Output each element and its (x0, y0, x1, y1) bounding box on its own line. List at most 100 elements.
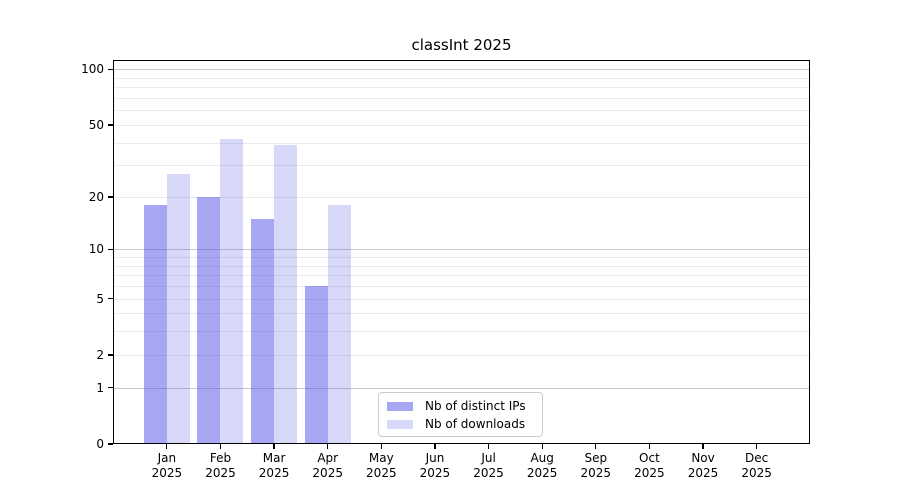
x-tick-year-jan: 2025 (151, 465, 183, 480)
x-tick-mark-aug (541, 444, 543, 449)
bar-distinct-ips-mar (251, 218, 275, 444)
x-tick-month-aug: Aug (530, 451, 554, 465)
x-tick-label-jul: Jul 2025 (461, 451, 517, 480)
y-tick-label-50: 50 (88, 117, 104, 132)
legend: Nb of distinct IPs Nb of downloads (378, 392, 543, 437)
legend-label-distinct-ips: Nb of distinct IPs (425, 399, 526, 413)
x-tick-label-nov: Nov 2025 (675, 451, 731, 480)
x-tick-mark-nov (702, 444, 704, 449)
x-tick-month-sep: Sep (584, 451, 608, 465)
x-tick-mark-jan (166, 444, 168, 449)
gridline-minor-9 (113, 257, 810, 259)
y-tick-mark-0 (108, 443, 113, 445)
gridline-minor-90 (113, 77, 810, 79)
x-tick-mark-mar (273, 444, 275, 449)
x-tick-month-mar: Mar (262, 451, 286, 465)
y-tick-mark-5 (108, 297, 113, 300)
y-tick-mark-2 (108, 354, 113, 356)
y-tick-label-2: 2 (96, 347, 104, 362)
x-tick-month-dec: Dec (745, 451, 769, 465)
y-tick-label-5: 5 (96, 291, 104, 306)
gridline-minor-20 (113, 196, 810, 198)
x-tick-month-jun: Jun (425, 451, 445, 465)
x-tick-month-may: May (368, 451, 394, 465)
x-tick-year-nov: 2025 (687, 465, 719, 480)
x-tick-month-apr: Apr (317, 451, 339, 465)
gridline-minor-6 (113, 286, 810, 288)
bar-downloads-jan (166, 173, 190, 444)
gridline-minor-30 (113, 165, 810, 167)
x-tick-month-jan: Jan (157, 451, 177, 465)
bar-distinct-ips-apr (304, 286, 328, 444)
chart-title: classInt 2025 (411, 36, 512, 54)
legend-swatch-downloads (387, 419, 413, 429)
bar-downloads-feb (220, 138, 244, 444)
x-tick-mark-oct (648, 444, 651, 449)
gridline-major-1 (113, 387, 810, 389)
x-tick-year-aug: 2025 (526, 465, 558, 480)
x-tick-label-jun: Jun 2025 (407, 451, 463, 480)
x-tick-year-mar: 2025 (258, 465, 290, 480)
x-tick-year-oct: 2025 (634, 465, 665, 480)
gridline-minor-7 (113, 275, 810, 277)
x-tick-year-jun: 2025 (419, 465, 451, 480)
x-tick-label-sep: Sep 2025 (568, 451, 624, 480)
x-tick-month-feb: Feb (209, 451, 232, 465)
y-tick-label-10: 10 (88, 242, 104, 257)
x-tick-mark-dec (756, 444, 758, 449)
gridline-minor-3 (113, 331, 810, 333)
y-tick-label-100: 100 (81, 62, 104, 77)
x-tick-mark-sep (595, 444, 597, 449)
gridline-minor-40 (113, 142, 810, 144)
legend-item-distinct-ips: Nb of distinct IPs (379, 397, 542, 415)
y-tick-mark-20 (108, 196, 113, 198)
x-tick-label-jan: Jan 2025 (139, 451, 195, 480)
y-tick-label-1: 1 (96, 380, 104, 395)
legend-label-downloads: Nb of downloads (425, 417, 526, 431)
y-tick-label-20: 20 (88, 189, 104, 204)
x-tick-year-jul: 2025 (473, 465, 504, 480)
gridline-minor-8 (113, 265, 810, 267)
bar-distinct-ips-jan (143, 205, 167, 444)
x-tick-year-sep: 2025 (580, 465, 612, 480)
gridline-major-100 (113, 69, 810, 71)
bar-downloads-mar (274, 144, 298, 444)
gridline-minor-5 (113, 298, 810, 300)
x-tick-mark-may (380, 444, 382, 449)
x-tick-label-oct: Oct 2025 (621, 451, 677, 480)
x-tick-label-apr: Apr 2025 (300, 451, 356, 480)
gridline-minor-70 (113, 98, 810, 99)
x-tick-label-may: May 2025 (353, 451, 409, 480)
legend-item-downloads: Nb of downloads (379, 415, 542, 433)
gridline-minor-4 (113, 313, 810, 315)
y-tick-mark-100 (108, 68, 113, 71)
x-tick-year-apr: 2025 (312, 465, 343, 480)
x-tick-month-oct: Oct (639, 451, 660, 465)
bar-distinct-ips-feb (197, 196, 221, 444)
y-tick-mark-50 (108, 124, 113, 126)
gridline-major-10 (113, 249, 810, 251)
x-tick-month-nov: Nov (691, 451, 715, 465)
gridline-minor-2 (113, 354, 810, 356)
y-tick-mark-1 (108, 387, 113, 389)
plot-area (113, 60, 810, 444)
x-tick-year-may: 2025 (366, 465, 397, 480)
x-tick-label-aug: Aug 2025 (514, 451, 570, 480)
x-tick-year-feb: 2025 (205, 465, 236, 480)
y-tick-mark-10 (108, 248, 113, 251)
gridline-minor-60 (113, 110, 810, 112)
x-tick-label-mar: Mar 2025 (246, 451, 302, 480)
x-tick-mark-feb (219, 444, 222, 449)
x-tick-label-dec: Dec 2025 (729, 451, 785, 480)
x-tick-mark-jun (434, 444, 436, 449)
bar-downloads-apr (327, 205, 351, 444)
y-tick-label-0: 0 (96, 437, 104, 451)
x-tick-year-dec: 2025 (741, 465, 772, 480)
gridline-minor-50 (113, 124, 810, 126)
gridline-minor-80 (113, 87, 810, 89)
x-tick-month-jul: Jul (481, 451, 496, 465)
x-tick-label-feb: Feb 2025 (192, 451, 248, 480)
x-tick-mark-jul (487, 444, 490, 449)
x-tick-mark-apr (327, 444, 329, 449)
